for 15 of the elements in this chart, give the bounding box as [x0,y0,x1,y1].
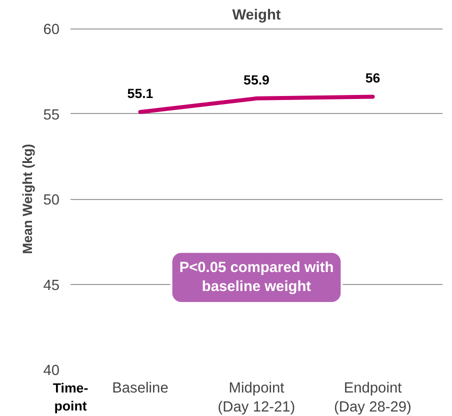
x-tick-label: Midpoint (Day 12-21) [218,380,296,416]
y-tick-label: 40 [43,363,60,379]
x-axis-title: Time-point [52,380,88,414]
y-tick-label: 55 [43,107,60,124]
data-label: 56 [365,70,380,86]
annotation: P<0.05 compared with baseline weight [179,260,334,296]
y-tick-label: 45 [43,278,60,294]
data-label: 55.9 [244,72,270,88]
data-label: 55.1 [127,86,154,102]
chart-title: Weight [232,8,281,24]
y-axis-title: Mean Weight (kg) [20,144,36,254]
y-tick-label: 50 [43,192,60,208]
x-tick-label: Endpoint (Day 28-29) [334,380,412,416]
x-tick-label: Baseline [112,380,168,396]
y-tick-label: 60 [43,22,60,38]
